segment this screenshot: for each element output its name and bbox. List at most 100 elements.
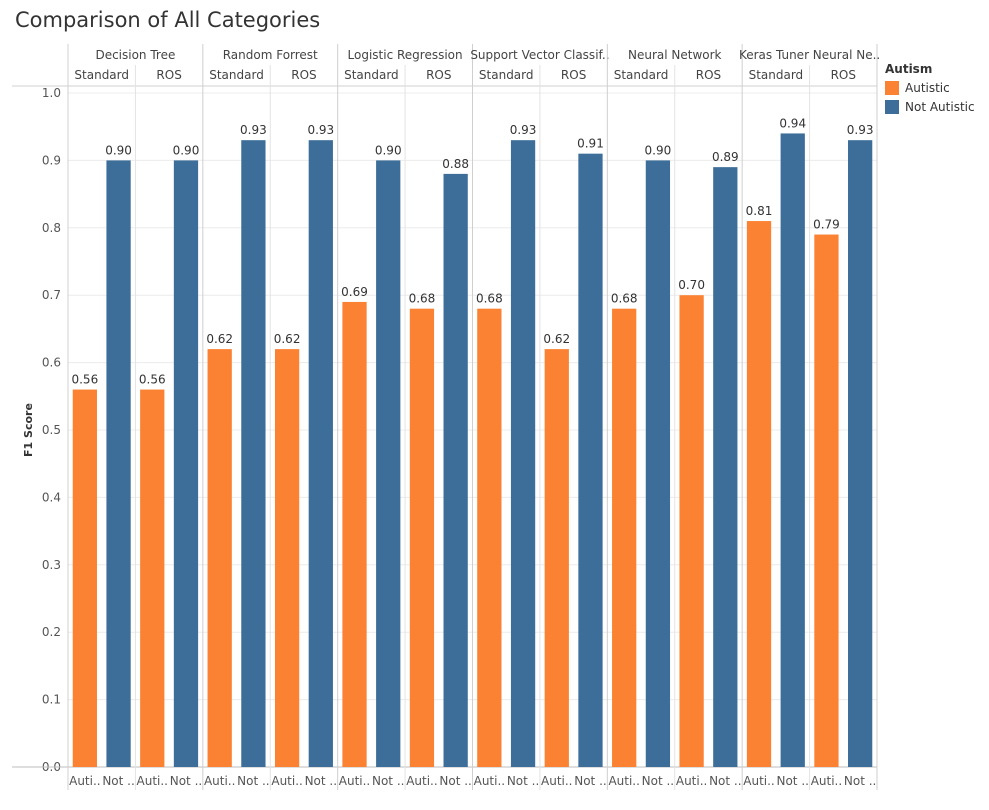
data-label: 0.62 (274, 332, 301, 346)
bar-autistic (477, 308, 502, 767)
bar-autistic (814, 234, 839, 768)
x-tick-label: Auti.. (137, 774, 168, 788)
x-tick-label: Not .. (709, 774, 741, 788)
x-tick-label: Not .. (102, 774, 134, 788)
x-tick-label: Not .. (170, 774, 202, 788)
x-tick-label: Auti.. (676, 774, 707, 788)
y-tick-label: 0.3 (42, 558, 61, 572)
x-tick-label: Auti.. (339, 774, 370, 788)
data-label: 0.70 (678, 278, 705, 292)
x-tick-label: Auti.. (474, 774, 505, 788)
bar-not-autistic (376, 160, 401, 767)
legend-item-autistic[interactable]: Autistic (885, 81, 985, 95)
legend: Autism Autistic Not Autistic (885, 62, 985, 119)
data-label: 0.90 (375, 143, 402, 157)
data-label: 0.90 (173, 143, 200, 157)
bar-not-autistic (443, 173, 468, 767)
bar-not-autistic (848, 140, 873, 767)
data-label: 0.91 (577, 137, 604, 151)
x-tick-label: Not .. (237, 774, 269, 788)
pane-label-ros: ROS (426, 68, 451, 82)
x-tick-label: Auti.. (541, 774, 572, 788)
data-label: 0.62 (206, 332, 233, 346)
x-tick-label: Auti.. (608, 774, 639, 788)
bar-not-autistic (645, 160, 671, 767)
x-tick-label: Auti.. (69, 774, 100, 788)
group-label-neural-network: Neural Network (628, 48, 722, 62)
x-tick-label: Not .. (574, 774, 606, 788)
legend-label-not-autistic: Not Autistic (905, 100, 975, 114)
pane-label-ros: ROS (561, 68, 586, 82)
x-tick-label: Not .. (507, 774, 539, 788)
bar-not-autistic (308, 140, 333, 767)
data-label: 0.68 (409, 292, 436, 306)
data-label: 0.88 (442, 157, 469, 171)
group-label-keras-tuner-neural-ne: Keras Tuner Neural Ne.. (739, 48, 880, 62)
bar-not-autistic (578, 153, 603, 767)
y-tick-label: 0.5 (42, 423, 61, 437)
data-label: 0.93 (307, 123, 334, 137)
bar-not-autistic (713, 167, 738, 767)
bar-autistic (409, 308, 435, 767)
y-axis-title: F1 Score (22, 403, 35, 457)
bar-not-autistic (173, 160, 199, 767)
group-label-logistic-regression: Logistic Regression (348, 48, 463, 62)
bar-not-autistic (106, 160, 131, 767)
group-label-decision-tree: Decision Tree (95, 48, 175, 62)
x-tick-label: Not .. (439, 774, 471, 788)
data-label: 0.93 (240, 123, 267, 137)
x-tick-label: Auti.. (204, 774, 235, 788)
legend-title: Autism (885, 62, 933, 76)
bar-not-autistic (510, 140, 536, 767)
bar-autistic (544, 349, 569, 767)
y-tick-label: 0.7 (42, 288, 61, 302)
bar-not-autistic (780, 133, 805, 767)
x-tick-label: Not .. (305, 774, 337, 788)
data-label: 0.79 (813, 218, 840, 232)
data-label: 0.89 (712, 150, 739, 164)
y-tick-label: 1.0 (42, 86, 61, 100)
bar-autistic (679, 295, 704, 767)
legend-item-not-autistic[interactable]: Not Autistic (885, 100, 985, 114)
y-tick-label: 0.4 (42, 490, 61, 504)
data-label: 0.62 (543, 332, 570, 346)
bar-autistic (746, 221, 772, 767)
pane-label-ros: ROS (291, 68, 316, 82)
y-tick-label: 0.8 (42, 221, 61, 235)
bar-autistic (72, 389, 97, 767)
y-tick-label: 0.9 (42, 153, 61, 167)
pane-label-standard: Standard (209, 68, 264, 82)
data-label: 0.90 (105, 143, 132, 157)
y-tick-label: 0.2 (42, 625, 61, 639)
x-tick-label: Auti.. (271, 774, 302, 788)
data-label: 0.56 (71, 373, 98, 387)
data-label: 0.68 (611, 292, 638, 306)
chart-title: Comparison of All Categories (15, 8, 321, 32)
pane-label-ros: ROS (156, 68, 181, 82)
bar-autistic (342, 301, 367, 767)
data-label: 0.93 (510, 123, 537, 137)
data-label: 0.81 (746, 204, 773, 218)
data-label: 0.68 (476, 292, 503, 306)
pane-label-ros: ROS (696, 68, 721, 82)
x-tick-label: Not .. (642, 774, 674, 788)
bar-autistic (140, 389, 165, 767)
group-label-random-forrest: Random Forrest (223, 48, 318, 62)
bar-autistic (274, 349, 300, 767)
bar-not-autistic (241, 140, 266, 767)
x-tick-label: Auti.. (811, 774, 842, 788)
bar-autistic (207, 349, 232, 767)
x-tick-label: Not .. (844, 774, 876, 788)
y-tick-label: 0.6 (42, 356, 61, 370)
pane-label-standard: Standard (479, 68, 534, 82)
x-tick-label: Not .. (776, 774, 808, 788)
pane-label-ros: ROS (831, 68, 856, 82)
legend-label-autistic: Autistic (905, 81, 950, 95)
legend-swatch-autistic (885, 81, 899, 95)
pane-label-standard: Standard (344, 68, 399, 82)
data-label: 0.94 (779, 116, 806, 130)
data-label: 0.69 (341, 285, 368, 299)
pane-label-standard: Standard (614, 68, 669, 82)
data-label: 0.93 (847, 123, 874, 137)
